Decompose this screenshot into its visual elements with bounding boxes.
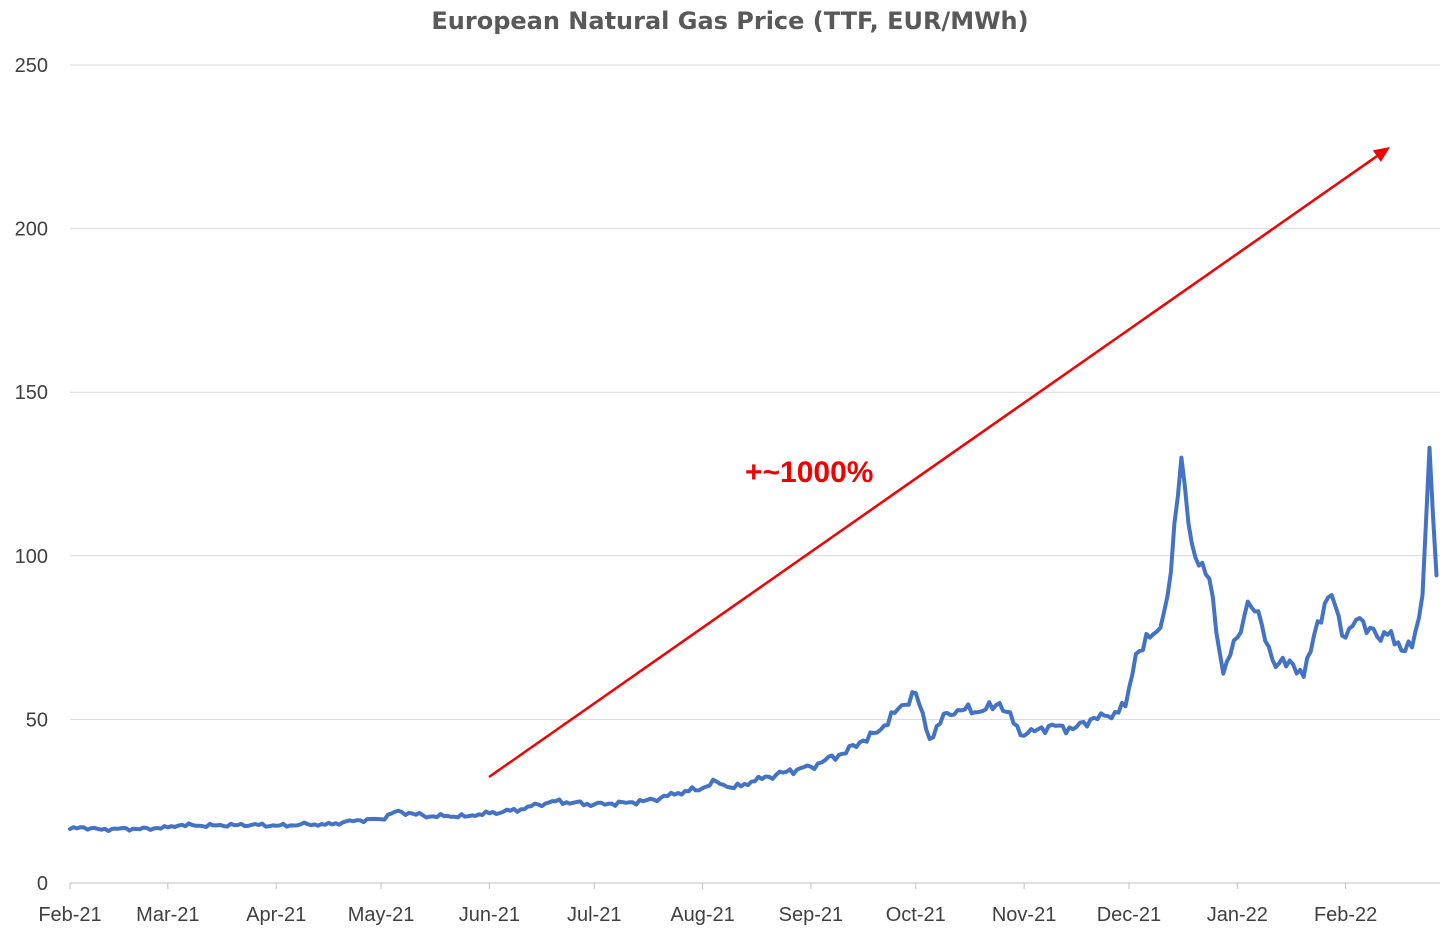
y-axis-ticks: 0 50 100 150 200 250 [15,55,48,895]
series-line-0 [68,445,1439,834]
y-tick-label: 250 [15,55,48,77]
x-tick-label: Apr-21 [246,904,306,926]
x-tick-label: Jul-21 [567,904,621,926]
x-tick-label: May-21 [348,904,415,926]
x-tick-label: Mar-21 [136,904,199,926]
y-tick-label: 100 [15,546,48,568]
trend-arrow-head [1372,147,1390,162]
x-tick-label: Feb-22 [1314,904,1377,926]
x-tick-label: Jan-22 [1207,904,1268,926]
y-tick-label: 50 [26,709,48,731]
trend-arrow-line [488,155,1378,779]
x-tick-label: Aug-21 [670,904,735,926]
y-tick-label: 200 [15,219,48,241]
gridlines [70,64,1440,720]
x-tick-label: Feb-21 [38,904,101,926]
annotation-label: +~1000% [745,456,873,489]
x-tick-label: Jun-21 [459,904,520,926]
x-tick-label: Dec-21 [1097,904,1161,926]
y-tick-label: 0 [37,873,48,895]
x-tick-label: Nov-21 [992,904,1056,926]
x-axis: Feb-21 Mar-21 Apr-21 May-21 Jun-21 Jul-21 Aug-… [38,882,1440,926]
x-tick-label: Sep-21 [779,904,844,926]
y-tick-label: 150 [15,382,48,404]
annotation-layer: +~1000% [488,147,1390,779]
series-layer [68,445,1439,834]
x-tick-label: Oct-21 [886,904,946,926]
chart-title: European Natural Gas Price (TTF, EUR/MWh… [431,7,1028,35]
